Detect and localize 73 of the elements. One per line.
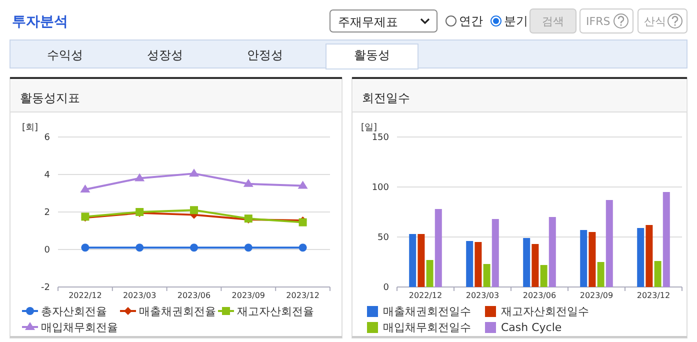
text: 산식	[644, 15, 666, 28]
bar	[492, 219, 499, 287]
x-tick-label: 2023/03	[122, 291, 156, 300]
point	[190, 206, 198, 214]
y-tick-label: -2	[41, 283, 50, 293]
y-tick-label: 150	[372, 133, 390, 143]
bar	[580, 230, 588, 287]
y-tick-label: 2	[44, 208, 50, 218]
text: 검색	[542, 15, 564, 28]
point	[298, 180, 308, 189]
point	[189, 168, 199, 177]
y-tick-label: 50	[378, 233, 390, 243]
bar	[662, 192, 670, 287]
y-axis-title: [일]	[361, 123, 378, 133]
legend-label: 재고자산회전일수	[501, 305, 589, 318]
bar	[474, 242, 482, 287]
bar	[523, 238, 530, 287]
text: 분기	[504, 14, 528, 28]
y-tick-label: 0	[44, 246, 50, 256]
x-tick-label: 2022/12	[408, 291, 442, 300]
point	[80, 184, 90, 192]
point	[243, 178, 254, 187]
bar	[434, 209, 442, 287]
x-tick-label: 2023/03	[466, 291, 500, 300]
point	[244, 244, 252, 252]
x-tick-label: 2023/09	[232, 291, 266, 300]
point	[136, 244, 144, 252]
y-tick-label: 6	[44, 133, 50, 143]
legend-label: 매출채권회전일수	[383, 305, 471, 318]
chart-title: 회전일수	[362, 91, 410, 105]
y-axis-title: [회]	[22, 123, 38, 133]
bar	[606, 200, 613, 287]
text: 성장성	[147, 48, 183, 62]
bar	[409, 234, 416, 287]
x-tick-label: 2023/12	[286, 291, 320, 300]
text: 안정성	[247, 48, 283, 62]
x-tick-label: 2023/12	[636, 291, 670, 300]
bar	[426, 260, 434, 287]
bar	[548, 217, 556, 287]
bar	[654, 261, 662, 287]
bar	[637, 228, 644, 287]
bar	[597, 262, 604, 287]
bar	[588, 232, 596, 287]
chart-title: 활동성지표	[20, 91, 80, 105]
legend-label: 재고자산회전율	[237, 305, 314, 318]
text: 주재무제표	[338, 15, 398, 29]
legend-label: Cash Cycle	[501, 321, 562, 334]
bar	[532, 244, 539, 287]
point	[81, 244, 90, 252]
legend-label: 매입채무회전일수	[383, 321, 471, 334]
bar	[540, 265, 548, 287]
bar	[646, 225, 653, 287]
y-tick-label: 0	[383, 283, 390, 293]
x-tick-label: 2023/09	[580, 291, 614, 300]
y-tick-label: 100	[372, 183, 390, 193]
x-tick-label: 2022/12	[68, 291, 102, 300]
bar	[483, 264, 490, 287]
point	[298, 244, 307, 252]
text: IFRS	[586, 15, 610, 28]
point	[134, 173, 145, 182]
text: 연간	[459, 14, 483, 28]
legend-label: 매입채무회전율	[41, 321, 118, 334]
bar	[466, 241, 474, 287]
x-tick-label: 2023/06	[522, 291, 556, 300]
bar	[418, 234, 425, 287]
point	[190, 244, 198, 252]
legend-label: 총자산회전율	[41, 305, 107, 318]
y-tick-label: 4	[44, 170, 50, 180]
x-tick-label: 2023/06	[177, 291, 211, 300]
text: 투자분석	[12, 14, 68, 30]
legend-label: 매출채권회전율	[139, 305, 216, 318]
text: 활동성	[354, 48, 390, 62]
text: 수익성	[47, 48, 83, 62]
